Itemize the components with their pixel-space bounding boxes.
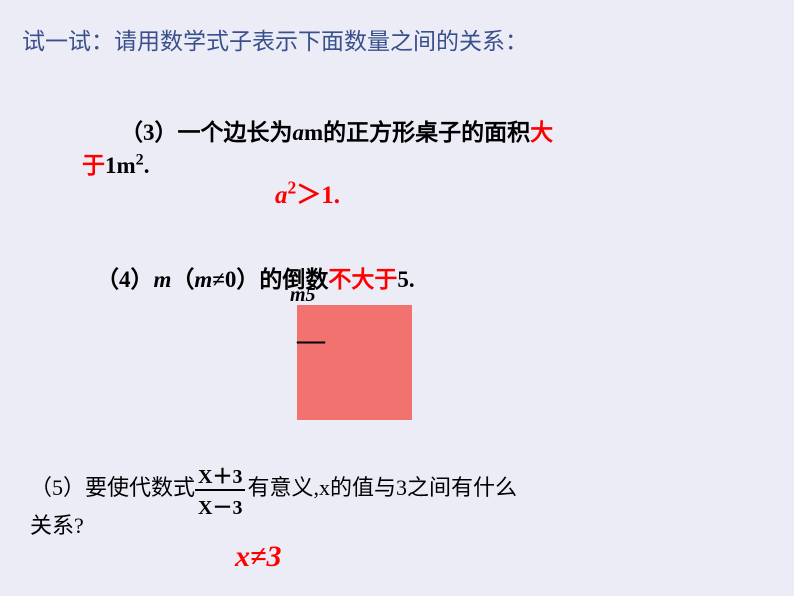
- item3-comp-part2: 于: [82, 153, 105, 178]
- item4-var1: m: [154, 267, 172, 292]
- item4-comp: 不大于: [328, 267, 397, 292]
- item3-line2: 于1m2.: [82, 146, 149, 180]
- item4-var2: m: [194, 267, 212, 292]
- item5-line1: （5）要使代数式X＋3X－3有意义,x的值与3之间有什么: [30, 460, 517, 520]
- item4-prefix: （4）: [96, 267, 154, 292]
- item3-exp: 2: [136, 151, 144, 168]
- answer3-exp: 2: [288, 178, 297, 198]
- overlay-chars: m5: [290, 284, 316, 307]
- item5-line2: 关系?: [30, 508, 84, 540]
- item3-var: a: [293, 120, 305, 145]
- item3-line1: （3）一个边长为am的正方形桌子的面积大: [120, 113, 570, 147]
- item3-val: 1m: [105, 153, 136, 178]
- item4-val: 5.: [397, 267, 414, 292]
- item4-neq: ≠0）: [212, 267, 259, 292]
- answer5: x≠3: [235, 540, 281, 574]
- item5-mid1: 有: [247, 475, 269, 500]
- item4-line: （4）m（m≠0）的倒数不大于5.: [96, 260, 415, 294]
- dash: —: [297, 325, 325, 357]
- answer3-gt: ＞1.: [296, 182, 340, 209]
- item5-prefix: （5）要使代数式: [30, 475, 195, 500]
- item4-paren-open: （: [171, 267, 194, 292]
- answer3: a2＞1.: [275, 175, 340, 211]
- item3-mid: 的正方形桌子的面积: [323, 120, 530, 145]
- item3-dot: .: [144, 153, 150, 178]
- item3-prefix: （3）一个边长为: [120, 120, 293, 145]
- item5-num: X＋3: [195, 460, 245, 491]
- answer3-a: a: [275, 182, 288, 209]
- item5-den: X－3: [195, 491, 245, 520]
- red-square: [297, 305, 412, 420]
- item3-comp-part1: 大: [530, 120, 553, 145]
- header-text: 试一试：请用数学式子表示下面数量之间的关系：: [22, 22, 528, 56]
- item5-fraction: X＋3X－3: [195, 460, 245, 520]
- item5-mid2: 意义,x的值与3之间有什么: [269, 475, 517, 500]
- item3-unit: m: [304, 120, 323, 145]
